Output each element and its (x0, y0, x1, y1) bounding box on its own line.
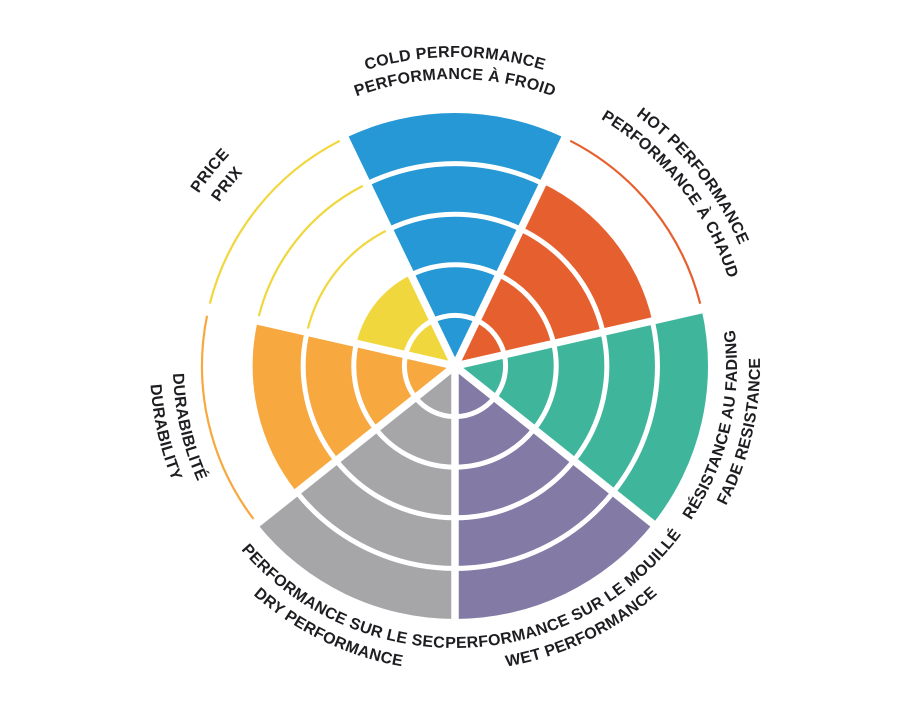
ring-divider (492, 354, 509, 400)
ring-divider (413, 395, 456, 420)
sector-dry-performance (257, 366, 456, 619)
ring-divider (431, 312, 479, 323)
sector-wet-performance-fill (455, 366, 653, 619)
sector-price-fill (356, 274, 455, 366)
sector-durability (200, 315, 455, 520)
ring-divider (351, 342, 378, 431)
ring-divider (454, 427, 537, 470)
sector-durability-outline-ring (200, 315, 255, 520)
sector-hot-performance-outline-ring (569, 139, 702, 304)
ring-divider (454, 490, 616, 571)
sector-price-outline-ring (306, 229, 387, 329)
sector-gap-line (339, 131, 459, 368)
sector-cold-performance-fill (345, 112, 565, 366)
ring-divider (373, 427, 456, 470)
label-cold-performance-fr: PERFORMANCE À FROID (352, 66, 558, 100)
label-text-cold-performance-fr: PERFORMANCE À FROID (352, 66, 557, 100)
ring-divider (403, 318, 435, 356)
sector-cold-performance (345, 112, 565, 366)
sector-dry-performance-fill (257, 366, 455, 619)
ring-divider (532, 342, 559, 431)
ring-divider (388, 211, 522, 232)
sector-price (208, 139, 455, 366)
sector-price-outline-ring (257, 184, 364, 317)
ring-divider (519, 226, 606, 333)
ring-divider (571, 331, 610, 463)
sector-hot-performance-fill (455, 183, 653, 366)
ring-divider (410, 262, 500, 278)
ring-divider (294, 490, 456, 571)
ring-divider (497, 272, 557, 345)
sector-wet-performance (454, 366, 653, 619)
ring-divider (475, 318, 507, 356)
sector-fade-resistance-fill (455, 309, 709, 524)
ring-divider (454, 459, 576, 521)
ring-divider (611, 320, 660, 494)
sector-price-outline-ring (208, 139, 341, 304)
ring-divider (366, 161, 544, 186)
sector-gap-line (452, 363, 660, 531)
ring-divider (300, 331, 339, 463)
sector-fade-resistance (455, 309, 709, 524)
ring-divider (401, 354, 418, 400)
sector-hot-performance (455, 139, 702, 366)
label-hot-performance-en: HOT PERFORMANCE (634, 105, 752, 247)
label-text-hot-performance-en: HOT PERFORMANCE (634, 105, 752, 247)
ring-divider (334, 459, 456, 521)
sector-gap-line (250, 363, 458, 531)
ring-divider (454, 395, 497, 420)
sector-gap-line (201, 304, 456, 370)
sector-gap-line (454, 304, 709, 370)
sector-gap-line (451, 131, 571, 368)
